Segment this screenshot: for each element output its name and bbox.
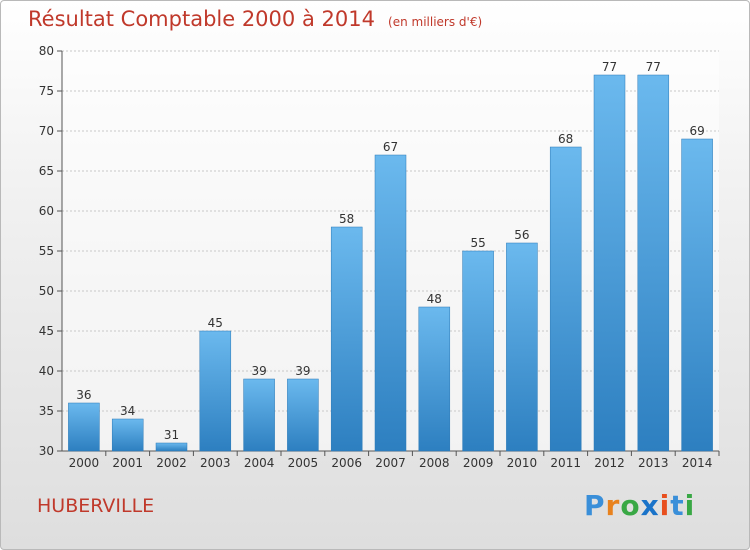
bar [287,378,319,452]
bar [155,442,188,452]
y-tick-label: 65 [39,164,54,178]
bar-value-label: 55 [470,236,485,250]
x-tick-label: 2012 [594,456,625,470]
x-tick-label: 2003 [200,456,231,470]
x-tick-label: 2005 [288,456,319,470]
bar-value-label: 77 [646,60,661,74]
bar [111,418,144,452]
y-tick-label: 50 [39,284,54,298]
y-tick-label: 40 [39,364,54,378]
bar [506,242,538,452]
x-tick-label: 2007 [375,456,406,470]
y-tick-label: 70 [39,124,54,138]
bar [462,250,494,452]
logo-letter: t [670,489,685,522]
logo-letter: r [605,489,621,522]
bar-value-label: 77 [602,60,617,74]
x-tick-label: 2002 [156,456,187,470]
bar-value-label: 67 [383,140,398,154]
bar-value-label: 58 [339,212,354,226]
bar-value-label: 56 [514,228,529,242]
bar [549,146,582,452]
bar-value-label: 31 [164,428,179,442]
bar-value-label: 69 [689,124,704,138]
commune-name: HUBERVILLE [37,495,155,517]
logo-letter: P [584,489,606,522]
x-tick-label: 2010 [507,456,538,470]
logo-letter: o [620,489,641,522]
bar [681,138,713,452]
bar [243,378,275,452]
bar-value-label: 68 [558,132,573,146]
x-tick-label: 2008 [419,456,450,470]
bar-value-label: 48 [427,292,442,306]
bar-value-label: 34 [120,404,135,418]
x-tick-label: 2014 [682,456,713,470]
y-tick-label: 60 [39,204,54,218]
chart-subtitle: (en milliers d'€) [388,15,483,29]
y-tick-label: 35 [39,404,54,418]
logo-letter: i [659,489,671,522]
y-tick-label: 30 [39,444,54,458]
bar [637,74,670,452]
bar-value-label: 36 [76,388,91,402]
proxiti-logo: Proxiti [584,489,695,522]
x-tick-label: 2001 [112,456,143,470]
x-tick-label: 2013 [638,456,669,470]
bar [374,154,407,452]
x-tick-label: 2009 [463,456,494,470]
chart-title: Résultat Comptable 2000 à 2014 [28,7,375,31]
x-tick-label: 2000 [69,456,100,470]
x-tick-label: 2006 [331,456,362,470]
y-tick-label: 80 [39,44,54,58]
bar-value-label: 39 [251,364,266,378]
bar-value-label: 45 [208,316,223,330]
logo-letter: x [640,489,660,522]
bar [199,330,232,452]
bar [330,226,363,452]
y-tick-label: 75 [39,84,54,98]
bar [418,306,451,452]
bar-value-label: 39 [295,364,310,378]
logo-letter: i [684,489,696,522]
y-tick-label: 55 [39,244,54,258]
x-tick-label: 2011 [550,456,581,470]
x-tick-label: 2004 [244,456,275,470]
bar [593,74,626,452]
chart-title-block: Résultat Comptable 2000 à 2014 (en milli… [28,7,482,31]
bar [68,402,100,452]
y-tick-label: 45 [39,324,54,338]
